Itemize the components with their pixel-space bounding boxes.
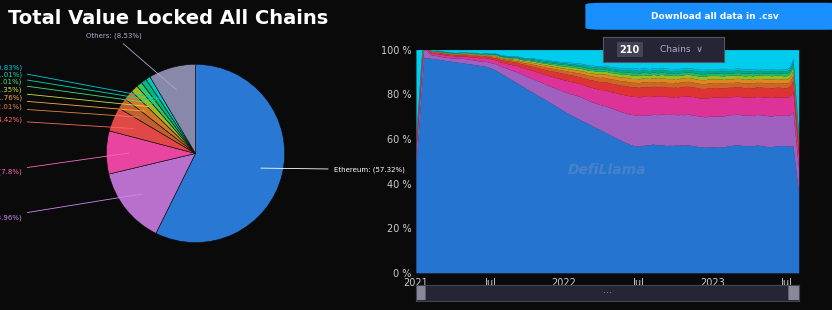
Wedge shape xyxy=(137,82,196,153)
Text: Total Value Locked All Chains: Total Value Locked All Chains xyxy=(8,9,329,28)
Text: Ethereum: (57.32%): Ethereum: (57.32%) xyxy=(260,166,404,173)
Text: Arbitrum: (4.42%): Arbitrum: (4.42%) xyxy=(0,116,133,129)
Text: 210: 210 xyxy=(620,45,640,55)
Text: Chains  ∨: Chains ∨ xyxy=(660,45,703,54)
Wedge shape xyxy=(119,99,196,153)
Wedge shape xyxy=(125,91,196,153)
Wedge shape xyxy=(106,131,196,174)
Wedge shape xyxy=(150,64,196,153)
Wedge shape xyxy=(146,77,196,153)
FancyBboxPatch shape xyxy=(789,286,802,300)
Wedge shape xyxy=(109,108,196,153)
Text: Avalanche: (1.35%): Avalanche: (1.35%) xyxy=(0,87,149,107)
Wedge shape xyxy=(141,79,196,153)
FancyBboxPatch shape xyxy=(412,286,425,300)
FancyBboxPatch shape xyxy=(586,3,832,30)
Text: Polygon: (2.01%): Polygon: (2.01%) xyxy=(0,104,140,117)
Wedge shape xyxy=(109,153,196,233)
Text: DefiLlama: DefiLlama xyxy=(568,163,646,177)
Text: Download all data in .csv: Download all data in .csv xyxy=(651,12,779,21)
Text: ···: ··· xyxy=(603,288,612,298)
Text: BSC: (7.8%): BSC: (7.8%) xyxy=(0,153,129,175)
Wedge shape xyxy=(131,86,196,153)
Text: Tron: (13.96%): Tron: (13.96%) xyxy=(0,194,142,221)
Text: Others: (8.53%): Others: (8.53%) xyxy=(87,33,176,90)
Text: Optimism: (1.76%): Optimism: (1.76%) xyxy=(0,95,144,111)
Wedge shape xyxy=(156,64,285,243)
Text: Base: (1.01%): Base: (1.01%) xyxy=(0,79,152,103)
Text: Solana: (0.83%): Solana: (0.83%) xyxy=(0,64,159,99)
Text: Mixin: (1.01%): Mixin: (1.01%) xyxy=(0,72,156,101)
